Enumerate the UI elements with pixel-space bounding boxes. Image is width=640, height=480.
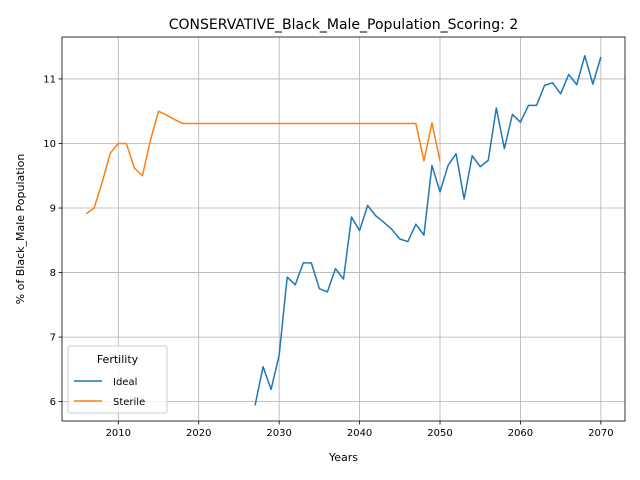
plot-frame	[61, 36, 626, 422]
x-tick-label: 2010	[106, 428, 131, 439]
legend-title: Fertility	[97, 353, 139, 366]
y-axis-label: % of Black_Male Population	[14, 154, 27, 305]
x-tick-label: 2050	[427, 428, 452, 439]
legend: Fertility Ideal Sterile	[67, 345, 168, 414]
x-axis-label: Years	[328, 451, 358, 464]
legend-box	[67, 345, 168, 414]
x-tick-label: 2060	[508, 428, 533, 439]
y-tick-label: 7	[50, 333, 56, 344]
series-line-sterile	[85, 110, 441, 215]
y-tick-label: 9	[50, 204, 56, 215]
y-tick-label: 11	[43, 74, 56, 85]
y-tick-label: 10	[43, 139, 56, 150]
y-tick-label: 8	[50, 268, 56, 279]
axis-ticks: 2010 2020 2030 2040 2050 2060 2070 6 7 8 9 10 11	[43, 74, 613, 439]
legend-label-sterile: Sterile	[113, 397, 145, 408]
x-tick-label: 2030	[266, 428, 291, 439]
series-lines	[85, 54, 602, 406]
chart-title: CONSERVATIVE_Black_Male_Population_Scori…	[169, 17, 518, 33]
series-line-ideal	[254, 54, 602, 406]
x-tick-label: 2020	[186, 428, 211, 439]
x-tick-label: 2070	[588, 428, 613, 439]
y-tick-label: 6	[50, 397, 56, 408]
legend-label-ideal: Ideal	[113, 377, 137, 388]
x-tick-label: 2040	[347, 428, 372, 439]
